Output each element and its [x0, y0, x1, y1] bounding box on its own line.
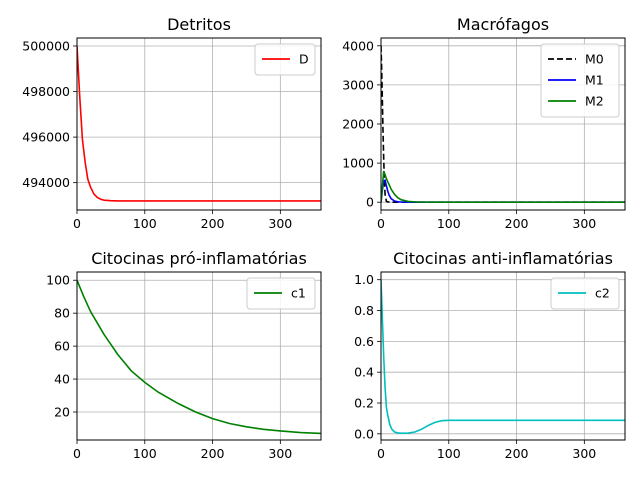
axes-frame: [380, 271, 626, 441]
y-tick-label: 80: [54, 306, 70, 321]
legend-label-c2: c2: [595, 286, 610, 301]
chart-title: Macrófagos: [457, 15, 549, 34]
y-tick-label: 0.8: [354, 303, 374, 318]
x-tick-label: 0: [377, 446, 385, 461]
legend-box: [540, 43, 620, 118]
x-tick-label: 0: [73, 446, 81, 461]
chart-panel-3: 0 100 200 300 20 40 60 80 100 Citocinas pró-infla…: [46, 249, 322, 461]
x-tick-label: 300: [268, 446, 292, 461]
series-line-c2: [381, 279, 625, 435]
x-tick-label: 100: [437, 446, 461, 461]
x-tick-label: 100: [133, 216, 157, 231]
x-tick-label: 200: [201, 446, 225, 461]
x-tick-label: 200: [505, 446, 529, 461]
y-tick-label: 4000: [342, 38, 374, 53]
series-line-m1: [381, 179, 625, 203]
y-tick-label: 40: [54, 372, 70, 387]
legend-label-d: D: [299, 52, 309, 67]
y-tick-label: 498000: [22, 84, 70, 99]
legend: c1: [246, 277, 316, 310]
y-tick-label: 496000: [22, 130, 70, 145]
y-tick-label: 1.0: [354, 272, 374, 287]
chart-title: Detritos: [167, 15, 231, 34]
y-tick-label: 20: [54, 405, 70, 420]
x-tick-label: 300: [268, 216, 292, 231]
chart-title: Citocinas pró-inflamatórias: [91, 249, 307, 268]
y-tick-label: 0: [366, 195, 374, 210]
legend-label-m0: M0: [585, 52, 604, 67]
x-tick-label: 100: [437, 216, 461, 231]
chart-panel-4: 0 100 200 300 0.0 0.2 0.4 0.6 0.8 1.0 Citocinas an…: [354, 249, 626, 461]
x-tick-label: 0: [377, 216, 385, 231]
legend: c2: [550, 277, 620, 310]
series-line-m0: [381, 45, 625, 203]
series-line-d: [77, 45, 321, 202]
y-tick-label: 0.6: [354, 334, 374, 349]
x-tick-label: 200: [201, 216, 225, 231]
x-tick-label: 100: [133, 446, 157, 461]
chart-title: Citocinas anti-inflamatórias: [393, 249, 613, 268]
legend: D: [254, 43, 316, 76]
y-tick-label: 2000: [342, 117, 374, 132]
axes-frame: [76, 271, 322, 441]
series-line-c1: [77, 279, 321, 435]
y-tick-label: 0.4: [354, 365, 374, 380]
x-tick-label: 0: [73, 216, 81, 231]
legend-label-m1: M1: [585, 73, 604, 88]
y-tick-label: 3000: [342, 77, 374, 92]
y-tick-label: 500000: [22, 38, 70, 53]
axes-frame: [76, 37, 322, 211]
y-tick-label: 0.0: [354, 426, 374, 441]
y-tick-label: 60: [54, 339, 70, 354]
y-tick-label: 1000: [342, 156, 374, 171]
chart-panel-1: 0 100 200 300 494000 496000 498000 500000 Detrit…: [22, 15, 322, 231]
y-tick-label: 0.2: [354, 396, 374, 411]
chart-panel-2: 0 100 200 30001000200030004000MacrófagosM0M…: [342, 15, 626, 231]
x-tick-label: 300: [572, 446, 596, 461]
x-tick-label: 200: [505, 216, 529, 231]
legend-label-c1: c1: [291, 286, 306, 301]
legend-label-m2: M2: [585, 94, 604, 109]
y-tick-label: 100: [46, 273, 70, 288]
y-tick-label: 494000: [22, 175, 70, 190]
legend: M0 M1 M2: [540, 43, 620, 118]
series-line-m2: [381, 170, 625, 203]
x-tick-label: 300: [572, 216, 596, 231]
